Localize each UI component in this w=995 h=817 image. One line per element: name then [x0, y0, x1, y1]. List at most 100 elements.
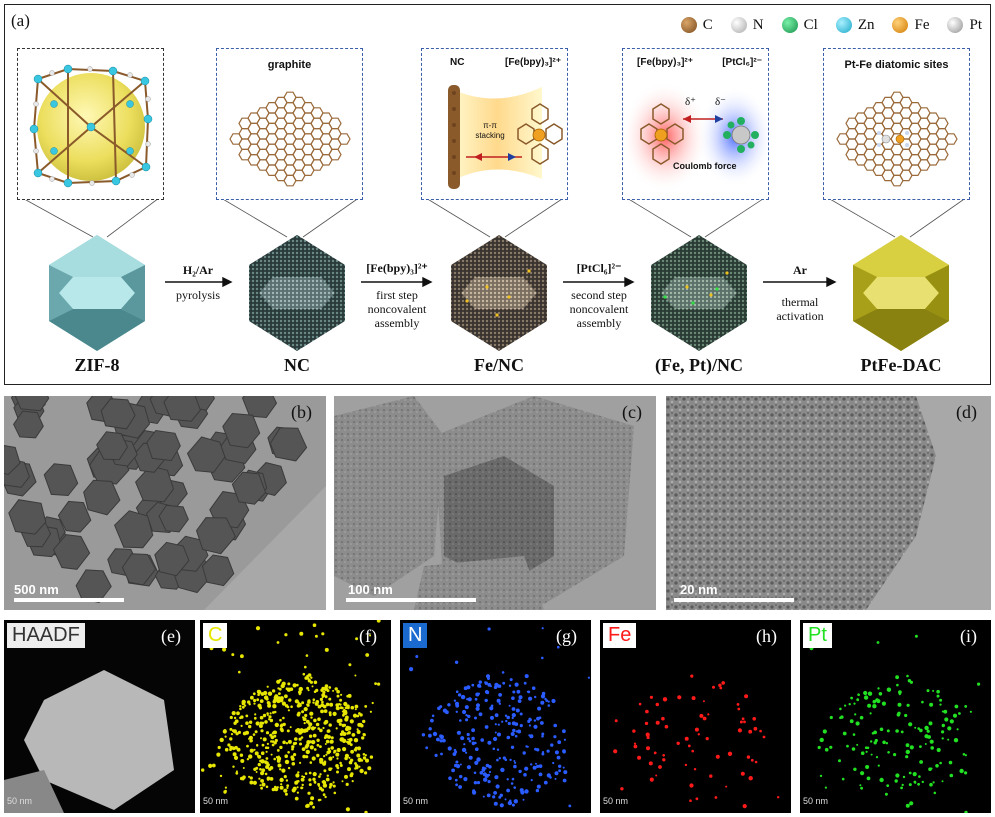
panel-d-label: (d) — [956, 402, 977, 422]
eds-map-pt: Pt (i) 50 nm — [800, 620, 991, 813]
map-tag-fe: Fe — [603, 623, 637, 648]
material-label-fenc: Fe/NC — [474, 355, 524, 375]
step4-gas: Ar — [793, 263, 807, 277]
inset-graphite: graphite — [216, 48, 363, 200]
panel-h-label: (h) — [756, 626, 777, 646]
tem-image-b: (b) 500 nm — [4, 396, 326, 610]
panel-g-label: (g) — [556, 626, 577, 646]
panel-e-label: (e) — [161, 626, 181, 646]
iron-ball-icon — [892, 17, 909, 33]
panel-a-schematic: (a) C N Cl Zn Fe Pt — [4, 4, 991, 385]
eds-dots-fe — [600, 620, 791, 813]
scale-text-f: 50 nm — [203, 796, 229, 806]
panel-c-label: (c) — [622, 402, 642, 422]
map-tag-haadf: HAADF — [7, 623, 85, 648]
scale-bar-d — [674, 598, 794, 602]
tem-image-c: (c) 100 nm — [334, 396, 656, 610]
crystal-zif8 — [49, 235, 145, 351]
material-label-nc: NC — [284, 355, 310, 375]
inset-connector-lines — [16, 194, 971, 288]
scale-text-g: 50 nm — [403, 796, 429, 806]
material-label-fept-nc: (Fe, Pt)/NC — [655, 355, 743, 375]
graphite-lattice — [229, 91, 351, 187]
map-tag-c: C — [203, 623, 228, 648]
step2-line1: first step — [376, 288, 418, 302]
step3-line1: second step — [571, 288, 627, 302]
step3-reagent: [PtCl₆]²⁻ — [576, 261, 622, 275]
inset-fenc-stacking: NC [Fe(bpy)₃]²⁺ π-π stacking — [421, 48, 568, 200]
eds-map-n: N (g) 50 nm — [400, 620, 591, 813]
diatomic-lattice — [836, 91, 958, 187]
step2-line2: noncovalent — [367, 302, 427, 316]
panel-b-label: (b) — [291, 402, 312, 422]
inset-fenc-complex-label: [Fe(bpy)₃]²⁺ — [504, 57, 561, 68]
delta-minus-label: δ⁻ — [715, 96, 726, 108]
map-tag-pt: Pt — [803, 623, 832, 648]
crystal-nc — [249, 235, 345, 351]
inset-zif8-cage — [17, 48, 164, 200]
scale-text-i: 50 nm — [803, 796, 829, 806]
crystal-ptfe-dac — [853, 235, 949, 351]
delta-plus-label: δ⁺ — [685, 96, 696, 108]
panel-i-label: (i) — [960, 626, 977, 646]
zif8-cage-illustration — [29, 64, 153, 188]
legend-item-c: C — [680, 17, 713, 34]
scale-text-e: 50 nm — [7, 796, 33, 806]
inset-ptfe-diatomic: Pt-Fe diatomic sites — [823, 48, 970, 200]
legend-item-pt: Pt — [947, 17, 982, 34]
step1-gas: H₂/Ar — [182, 263, 214, 277]
inset-dac-title: Pt-Fe diatomic sites — [844, 59, 949, 71]
crystal-fe-pt-nc — [651, 235, 747, 351]
carbon-ball-icon — [680, 17, 697, 33]
eds-map-fe: Fe (h) 50 nm — [600, 620, 791, 813]
crystal-fe-nc — [451, 235, 547, 351]
scale-bar-e — [6, 808, 46, 810]
tem-image-d: (d) 20 nm — [666, 396, 991, 610]
legend-item-fe: Fe — [892, 17, 929, 34]
material-label-zif8: ZIF-8 — [74, 355, 120, 375]
inset-coulomb-force: [Fe(bpy)₃]²⁺ [PtCl₆]²⁻ δ⁺ δ⁻ Coulomb for… — [622, 48, 769, 200]
map-tag-n: N — [403, 623, 428, 648]
scale-text-d: 20 nm — [680, 582, 718, 597]
step2-reagent: [Fe(bpy)₃]²⁺ — [366, 261, 428, 275]
material-label-ptfe-dac: PtFe-DAC — [860, 355, 942, 375]
step3-line2: noncovalent — [569, 302, 629, 316]
eds-map-c: C (f) 50 nm — [200, 620, 391, 813]
eds-dots-c — [200, 620, 391, 813]
step2-line3: assembly — [374, 316, 420, 330]
panel-f-label: (f) — [359, 626, 377, 646]
tem-particles-d — [666, 396, 991, 610]
tem-particles-c — [334, 396, 656, 610]
scale-text-h: 50 nm — [603, 796, 629, 806]
haadf-particle — [4, 620, 195, 813]
inset-fept-anion-label: [PtCl₆]²⁻ — [722, 57, 762, 68]
eds-dots-pt — [800, 620, 991, 813]
pi-stacking-illustration — [448, 85, 563, 189]
panel-a-label: (a) — [11, 11, 30, 30]
legend-item-zn: Zn — [835, 17, 874, 34]
step1-process: pyrolysis — [175, 288, 220, 302]
legend-item-n: N — [730, 17, 764, 34]
step3-line3: assembly — [576, 316, 622, 330]
coulomb-force-label: Coulomb force — [673, 161, 737, 171]
element-legend: C N Cl Zn Fe Pt — [680, 14, 982, 36]
step4-line2: activation — [776, 309, 824, 323]
inset-stacking-label: π-π stacking — [475, 121, 505, 140]
inset-graphite-title: graphite — [267, 59, 312, 71]
step4-line1: thermal — [781, 295, 819, 309]
inset-fept-complex-label: [Fe(bpy)₃]²⁺ — [637, 57, 694, 68]
scale-bar-c — [346, 598, 476, 602]
scale-text-b: 500 nm — [14, 582, 59, 597]
scale-bar-b — [14, 598, 124, 602]
zinc-ball-icon — [835, 17, 852, 33]
platinum-ball-icon — [947, 17, 964, 33]
haadf-image-e: HAADF (e) 50 nm — [4, 620, 195, 813]
scale-text-c: 100 nm — [348, 582, 393, 597]
chlorine-ball-icon — [781, 17, 798, 33]
coulomb-illustration — [623, 81, 768, 193]
legend-item-cl: Cl — [781, 17, 818, 34]
eds-dots-n — [400, 620, 591, 813]
tem-particles-b — [4, 396, 326, 610]
nitrogen-ball-icon — [730, 17, 747, 33]
inset-fenc-nc-label: NC — [450, 57, 465, 68]
